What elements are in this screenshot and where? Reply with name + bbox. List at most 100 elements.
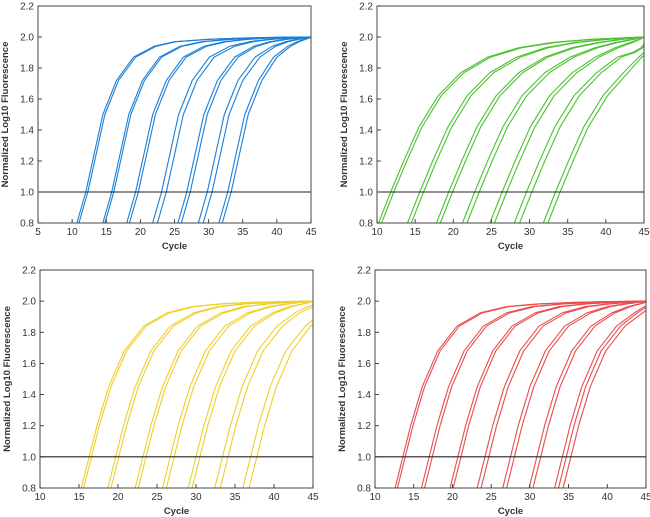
- red-y-tick-label: 0.8: [357, 484, 371, 495]
- blue-x-tick-label: 40: [271, 227, 283, 238]
- red-amplification-chart: 10 15 20 25 30 35 40 45 0.8 1.0 1.2 1.4 1.6 1.8 2.0 2.2…: [325, 258, 650, 517]
- yellow-x-tick-label: 35: [229, 492, 241, 503]
- red-y-tick-label: 2.0: [357, 297, 371, 308]
- yellow-series-line-6: [137, 300, 313, 488]
- red-x-tick-label: 10: [369, 492, 381, 503]
- blue-y-tick-label: 2.2: [20, 2, 34, 13]
- blue-series-group: [76, 36, 311, 223]
- blue-x-tick-label: 45: [305, 227, 317, 238]
- green-x-tick-label: 35: [562, 227, 574, 238]
- green-y-tick-label: 2.2: [359, 2, 373, 13]
- red-series-line-12: [532, 300, 646, 488]
- yellow-series-line-11: [214, 304, 313, 488]
- red-series-line-5: [449, 300, 646, 488]
- green-chart-svg: 10 15 20 25 30 35 40 45 0.8 1.0 1.2 1.4 1.6 1.8 2.0 2.2…: [339, 2, 650, 253]
- blue-series-line-6: [128, 36, 311, 223]
- green-x-tick-label: 30: [524, 227, 536, 238]
- yellow-x-tick-label: 25: [151, 492, 163, 503]
- red-series-group: [394, 300, 646, 488]
- yellow-series-group: [80, 300, 313, 488]
- green-y-axis-title: Normalized Log10 Fluorescence: [339, 42, 350, 188]
- green-y-tick-label: 0.8: [359, 219, 373, 230]
- red-y-tick-label: 1.0: [357, 452, 371, 463]
- blue-x-tick-label: 5: [35, 227, 41, 238]
- green-series-line-12: [519, 42, 644, 223]
- blue-x-tick-label: 25: [169, 227, 181, 238]
- yellow-series-line-3: [107, 300, 313, 488]
- blue-y-tick-label: 1.6: [20, 95, 34, 106]
- blue-y-axis-title: Normalized Log10 Fluorescence: [0, 42, 11, 188]
- green-x-tick-label: 20: [448, 227, 460, 238]
- red-y-axis-title: Normalized Log10 Fluorescence: [337, 306, 348, 452]
- green-x-tick-label: 40: [600, 227, 612, 238]
- yellow-series-line-10: [191, 300, 313, 488]
- yellow-series-line-1: [80, 300, 313, 488]
- red-x-tick-label: 15: [408, 492, 420, 503]
- blue-series-line-2: [78, 36, 311, 223]
- blue-x-axis-title: Cycle: [162, 241, 187, 252]
- red-series-line-1: [394, 300, 646, 488]
- red-chart-svg: 10 15 20 25 30 35 40 45 0.8 1.0 1.2 1.4 1.6 1.8 2.0 2.2…: [337, 266, 650, 517]
- yellow-y-axis-title: Normalized Log10 Fluorescence: [2, 306, 13, 452]
- green-y-tick-label: 2.0: [359, 33, 373, 44]
- yellow-series-line-4: [110, 300, 313, 488]
- yellow-x-tick-label: 10: [34, 492, 46, 503]
- red-series-line-6: [452, 300, 646, 488]
- green-series-line-14: [547, 55, 644, 223]
- blue-x-tick-label: 10: [67, 227, 79, 238]
- red-y-tick-label: 1.2: [357, 421, 371, 432]
- yellow-series-line-5: [134, 300, 313, 488]
- green-series-line-6: [439, 36, 644, 223]
- yellow-y-tick-label: 1.2: [22, 421, 36, 432]
- green-x-tick-label: 45: [638, 227, 650, 238]
- blue-x-tick-label: 20: [135, 227, 147, 238]
- yellow-series-line-12: [219, 306, 313, 488]
- yellow-x-tick-label: 20: [112, 492, 124, 503]
- red-plot-frame: [374, 269, 647, 489]
- red-series-line-13: [554, 305, 646, 488]
- yellow-chart-svg: 10 15 20 25 30 35 40 45 0.8 1.0 1.2 1.4 1.6 1.8 2.0 2.2…: [2, 266, 319, 517]
- green-y-tick-label: 1.4: [359, 126, 373, 137]
- green-series-line-10: [493, 36, 644, 223]
- red-y-tick-label: 1.6: [357, 359, 371, 370]
- red-x-axis-title: Cycle: [498, 506, 523, 517]
- red-series-line-10: [506, 300, 646, 488]
- green-x-tick-label: 15: [410, 227, 422, 238]
- yellow-series-line-13: [242, 319, 313, 488]
- yellow-x-axis-title: Cycle: [164, 506, 189, 517]
- red-series-line-15: [562, 309, 646, 488]
- yellow-y-tick-label: 1.8: [22, 328, 36, 339]
- red-x-tick-label: 40: [602, 492, 614, 503]
- blue-series-line-14: [221, 36, 311, 223]
- red-x-tick-label: 20: [447, 492, 459, 503]
- green-series-line-2: [381, 36, 644, 223]
- green-amplification-chart: 10 15 20 25 30 35 40 45 0.8 1.0 1.2 1.4 1.6 1.8 2.0 2.2…: [325, 0, 650, 258]
- green-series-line-13: [542, 51, 644, 223]
- red-x-tick-label: 25: [486, 492, 498, 503]
- green-series-line-9: [489, 36, 644, 223]
- green-y-tick-label: 1.0: [359, 188, 373, 199]
- blue-y-tick-label: 1.0: [20, 188, 34, 199]
- red-series-line-2: [396, 300, 646, 488]
- yellow-y-tick-label: 1.6: [22, 359, 36, 370]
- green-x-axis-title: Cycle: [498, 241, 523, 252]
- yellow-y-tick-label: 2.0: [22, 297, 36, 308]
- blue-chart-svg: 5 10 15 20 25 30 35 40 45 0.8 1.0 1.2 1.4 1.6 1.8 2.0 2.…: [0, 2, 317, 253]
- blue-x-tick-label: 30: [203, 227, 215, 238]
- red-series-line-8: [480, 300, 646, 488]
- blue-amplification-chart: 5 10 15 20 25 30 35 40 45 0.8 1.0 1.2 1.4 1.6 1.8 2.0 2.…: [0, 0, 325, 258]
- blue-y-tick-label: 1.8: [20, 64, 34, 75]
- green-plot-frame: [376, 5, 645, 224]
- blue-y-tick-label: 2.0: [20, 33, 34, 44]
- blue-y-tick-label: 1.2: [20, 157, 34, 168]
- red-x-tick-label: 35: [563, 492, 575, 503]
- red-series-line-9: [502, 300, 646, 488]
- yellow-plot-frame: [39, 269, 314, 489]
- yellow-x-tick-label: 40: [268, 492, 280, 503]
- blue-x-tick-label: 15: [101, 227, 113, 238]
- blue-series-line-10: [180, 36, 311, 223]
- yellow-y-tick-label: 1.4: [22, 390, 36, 401]
- green-series-line-8: [466, 36, 644, 223]
- green-x-tick-label: 25: [486, 227, 498, 238]
- red-x-tick-label: 45: [640, 492, 650, 503]
